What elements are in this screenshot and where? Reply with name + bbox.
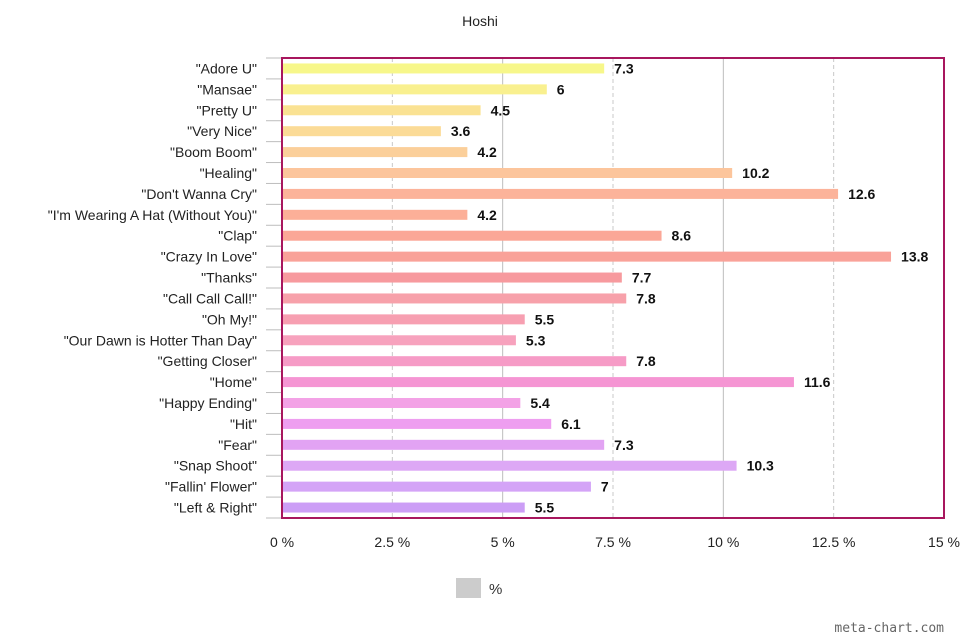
bar[interactable] xyxy=(283,168,733,178)
x-tick-label: 15 % xyxy=(928,534,960,550)
bar-value-label: 7.8 xyxy=(636,290,656,306)
watermark: meta-chart.com xyxy=(834,621,944,636)
bar-value-label: 8.6 xyxy=(672,228,692,244)
x-tick-label: 10 % xyxy=(707,534,739,550)
category-label: "Getting Closer" xyxy=(158,353,257,369)
legend-label: % xyxy=(489,581,502,598)
plot-border xyxy=(281,57,945,519)
bar[interactable] xyxy=(283,126,441,137)
bar-value-label: 5.4 xyxy=(530,395,550,411)
category-label: "Fear" xyxy=(218,437,257,453)
bar-value-label: 4.2 xyxy=(477,144,497,160)
bar[interactable] xyxy=(283,251,892,262)
bar[interactable] xyxy=(283,502,525,513)
bar-value-label: 5.3 xyxy=(526,332,546,348)
bar-value-label: 13.8 xyxy=(901,249,928,265)
category-label: "Happy Ending" xyxy=(159,395,257,411)
x-tick-label: 5 % xyxy=(491,534,515,550)
bar[interactable] xyxy=(283,272,622,283)
category-label: "Healing" xyxy=(200,165,257,181)
bar[interactable] xyxy=(283,293,627,304)
category-label: "Crazy In Love" xyxy=(161,249,257,265)
bar-value-label: 4.2 xyxy=(477,207,497,223)
bar-value-label: 7.3 xyxy=(614,437,634,453)
bar[interactable] xyxy=(283,439,605,450)
category-label: "Pretty U" xyxy=(196,102,257,118)
x-tick-label: 2.5 % xyxy=(374,534,410,550)
category-label: "I'm Wearing A Hat (Without You)" xyxy=(48,207,257,223)
x-tick-label: 12.5 % xyxy=(812,534,856,550)
bar[interactable] xyxy=(283,356,627,367)
category-label: "Adore U" xyxy=(196,60,257,76)
category-label: "Thanks" xyxy=(201,270,257,286)
category-label: "Home" xyxy=(210,374,257,390)
bar[interactable] xyxy=(283,335,516,346)
bar-value-label: 4.5 xyxy=(491,102,511,118)
bar[interactable] xyxy=(283,314,525,325)
category-label: "Mansae" xyxy=(197,81,257,97)
bars: 7.3 6 4.5 3.6 4.2 10.2 12.6 4.2 8.6 13.8 7.7 7.8 5.5… xyxy=(283,60,929,516)
category-label: "Clap" xyxy=(218,228,257,244)
bar-value-label: 10.2 xyxy=(742,165,769,181)
bar[interactable] xyxy=(283,63,605,74)
category-label: "Hit" xyxy=(230,416,257,432)
x-axis-ticks: 0 % 2.5 % 5 % 7.5 % 10 % 12.5 % 15 % xyxy=(270,534,960,550)
category-label: "Fallin' Flower" xyxy=(165,479,257,495)
bar-value-label: 3.6 xyxy=(451,123,471,139)
bar[interactable] xyxy=(283,460,737,471)
legend[interactable]: % xyxy=(456,578,502,598)
category-label: "Boom Boom" xyxy=(170,144,257,160)
bar-value-label: 7 xyxy=(601,479,609,495)
category-label: "Snap Shoot" xyxy=(174,458,257,474)
bar[interactable] xyxy=(283,188,839,199)
bar[interactable] xyxy=(283,230,662,241)
bar-value-label: 11.6 xyxy=(804,374,831,390)
bar[interactable] xyxy=(283,84,547,95)
x-tick-label: 0 % xyxy=(270,534,294,550)
bar-value-label: 6 xyxy=(557,81,565,97)
x-tick-label: 7.5 % xyxy=(595,534,631,550)
category-labels: "Adore U" "Mansae" "Pretty U" "Very Nice" "B… xyxy=(48,57,282,519)
bar[interactable] xyxy=(283,418,552,429)
bar-value-label: 6.1 xyxy=(561,416,581,432)
bar-value-label: 7.3 xyxy=(614,60,634,76)
category-label: "Very Nice" xyxy=(187,123,257,139)
bar[interactable] xyxy=(283,209,468,220)
bar-value-label: 7.8 xyxy=(636,353,656,369)
bar[interactable] xyxy=(283,147,468,158)
category-label: "Don't Wanna Cry" xyxy=(141,186,257,202)
category-label: "Call Call Call!" xyxy=(163,290,257,306)
bar-value-label: 5.5 xyxy=(535,500,555,516)
category-label: "Left & Right" xyxy=(174,500,257,516)
bar[interactable] xyxy=(283,398,521,408)
category-label: "Oh My!" xyxy=(202,311,257,327)
bar-value-label: 7.7 xyxy=(632,270,652,286)
category-label: "Our Dawn is Hotter Than Day" xyxy=(64,332,257,348)
bar-value-label: 5.5 xyxy=(535,311,555,327)
bar[interactable] xyxy=(283,481,591,492)
bar-value-label: 10.3 xyxy=(747,458,774,474)
bar[interactable] xyxy=(283,105,481,116)
bar[interactable] xyxy=(283,377,794,388)
chart-title: Hoshi xyxy=(462,13,498,29)
legend-swatch xyxy=(456,578,481,598)
bar-value-label: 12.6 xyxy=(848,186,875,202)
